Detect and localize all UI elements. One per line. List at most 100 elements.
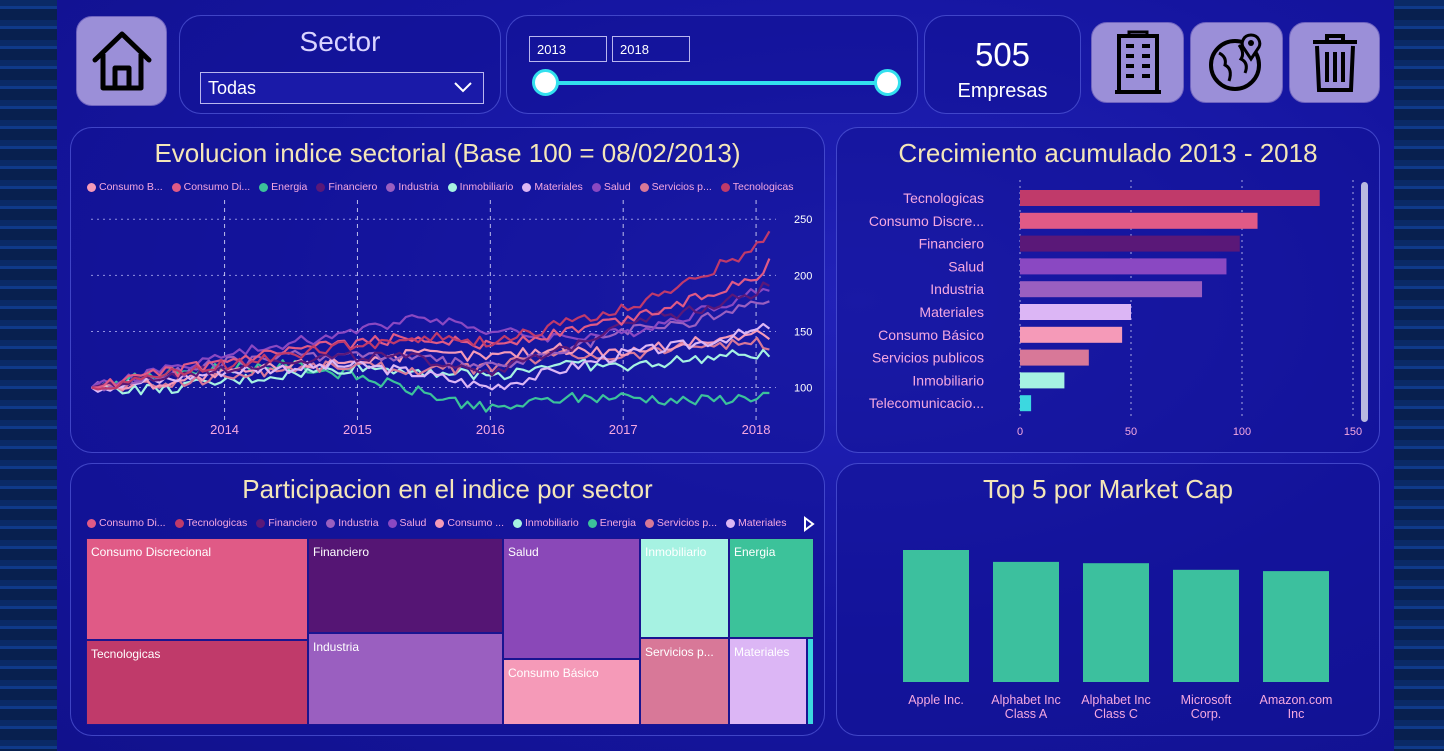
bar-inmobiliario[interactable]	[1020, 372, 1065, 389]
treemap-cell-telecomunicaciones[interactable]	[807, 638, 814, 725]
line-legend-item-materiales[interactable]: Materiales	[522, 181, 583, 193]
legend-label: Consumo B...	[99, 181, 163, 193]
legend-label: Consumo ...	[447, 517, 505, 529]
treemap-cell-inmobiliario[interactable]: Inmobiliario	[640, 538, 729, 638]
date-slider-start-handle[interactable]	[531, 69, 559, 96]
growth-bar-panel: Crecimiento acumulado 2013 - 2018 0 50 100…	[836, 127, 1380, 453]
line-legend-item-financiero[interactable]: Financiero	[316, 181, 377, 193]
market-cap-label: Microsoft Corp.	[1181, 693, 1232, 721]
treemap-cell-label: Servicios p...	[645, 645, 714, 659]
bar-chart-title: Crecimiento acumulado 2013 - 2018	[898, 138, 1318, 168]
bar-consumo-b-sico[interactable]	[1020, 326, 1123, 343]
x-tick-label: 50	[1125, 426, 1137, 438]
line-legend-item-energia[interactable]: Energia	[259, 181, 307, 193]
clear-filters-button[interactable]	[1289, 22, 1380, 103]
treemap-legend-item-consumo-di[interactable]: Consumo Di...	[87, 517, 166, 529]
treemap-cell-label: Financiero	[313, 545, 370, 559]
market-cap-bar-alphabet-inc-class-c[interactable]	[1083, 563, 1149, 682]
treemap-legend-item-consumo[interactable]: Consumo ...	[435, 517, 504, 529]
companies-label: Empresas	[957, 80, 1048, 102]
y-tick-label: 150	[794, 326, 812, 338]
treemap-cell-materiales[interactable]: Materiales	[729, 638, 807, 725]
line-legend-item-consumo-di[interactable]: Consumo Di...	[171, 181, 250, 193]
legend-dot-icon	[316, 182, 326, 192]
end-year-input[interactable]: 2018	[612, 36, 690, 62]
market-cap-bar-apple-inc[interactable]	[903, 550, 969, 682]
legend-dot-icon	[386, 182, 396, 192]
companies-count: 505	[974, 36, 1031, 73]
line-series-salud[interactable]	[91, 287, 770, 389]
bar-telecomunicacio[interactable]	[1020, 395, 1032, 412]
start-year-input[interactable]: 2013	[529, 36, 607, 62]
line-series-servicios-p[interactable]	[91, 336, 770, 392]
date-slider-end-handle[interactable]	[873, 69, 901, 96]
treemap-cell-energia[interactable]: Energia	[729, 538, 814, 638]
chevron-down-icon	[454, 82, 472, 93]
bar-tecnologicas[interactable]	[1020, 190, 1320, 206]
bar-materiales[interactable]	[1020, 304, 1131, 320]
treemap-title: Participacion en el indice por sector	[242, 474, 653, 504]
line-series-industria[interactable]	[90, 300, 770, 392]
legend-label: Energia	[271, 181, 308, 193]
treemap-legend-item-financiero[interactable]: Financiero	[256, 517, 317, 529]
building-button[interactable]	[1091, 22, 1184, 103]
line-legend-item-industria[interactable]: Industria	[386, 181, 439, 193]
bar-category-label: Salud	[948, 258, 984, 274]
bar-industria[interactable]	[1020, 281, 1203, 298]
bar-servicios-publicos[interactable]	[1020, 349, 1089, 366]
date-range-slicer: 2013 2018	[506, 15, 918, 114]
treemap-cell-consumo-discrecional[interactable]: Consumo Discrecional	[86, 538, 308, 640]
treemap-cell-salud[interactable]: Salud	[503, 538, 640, 659]
y-tick-label: 200	[794, 270, 812, 282]
legend-label: Materiales	[738, 517, 787, 529]
legend-label: Financiero	[328, 181, 378, 193]
treemap-cell-tecnologicas[interactable]: Tecnologicas	[86, 640, 308, 725]
line-legend-item-salud[interactable]: Salud	[591, 181, 631, 193]
market-cap-label: Alphabet Inc Class A	[991, 693, 1061, 721]
line-legend-item-consumo-b[interactable]: Consumo B...	[87, 181, 163, 193]
legend-next-icon[interactable]	[803, 516, 815, 532]
home-button[interactable]	[76, 16, 167, 106]
line-legend-item-tecnologicas[interactable]: Tecnologicas	[720, 181, 793, 193]
treemap-cell-consumo-b-sico[interactable]: Consumo Básico	[503, 659, 640, 725]
date-slider-track[interactable]	[545, 81, 887, 85]
treemap-legend-item-inmobiliario[interactable]: Inmobiliario	[513, 517, 579, 529]
treemap-legend-item-materiales[interactable]: Materiales	[726, 517, 786, 529]
x-tick-label: 2015	[343, 422, 372, 437]
legend-label: Energia	[599, 517, 636, 529]
line-series-inmobiliario[interactable]	[91, 348, 771, 396]
line-legend-item-inmobiliario[interactable]: Inmobiliario	[447, 181, 514, 193]
market-cap-bar-alphabet-inc-class-a[interactable]	[993, 561, 1059, 682]
bar-chart-scrollbar[interactable]	[1361, 182, 1368, 422]
legend-dot-icon	[387, 518, 397, 528]
treemap-cell-label: Inmobiliario	[645, 545, 707, 559]
legend-label: Inmobiliario	[459, 181, 514, 193]
line-legend-item-servicios-p[interactable]: Servicios p...	[639, 181, 712, 193]
market-cap-label: Alphabet Inc Class C	[1081, 693, 1151, 721]
legend-label: Financiero	[268, 517, 318, 529]
treemap-legend-item-tecnologicas[interactable]: Tecnologicas	[174, 517, 247, 529]
sector-index-line-panel: Evolucion indice sectorial (Base 100 = 0…	[70, 127, 825, 453]
globe-pin-icon	[1208, 32, 1261, 91]
bar-financiero[interactable]	[1020, 235, 1240, 252]
bar-category-label: Tecnologicas	[903, 190, 984, 206]
legend-dot-icon	[644, 518, 654, 528]
treemap-cell-industria[interactable]: Industria	[308, 633, 503, 725]
sector-dropdown[interactable]: Todas	[200, 72, 484, 104]
bar-salud[interactable]	[1020, 258, 1227, 275]
treemap-legend-item-energia[interactable]: Energia	[587, 517, 636, 529]
treemap-cell-servicios-p[interactable]: Servicios p...	[640, 638, 729, 725]
market-cap-bar-amazon-com-inc[interactable]	[1263, 571, 1329, 682]
treemap-legend-item-industria[interactable]: Industria	[326, 517, 379, 529]
treemap-cell-financiero[interactable]: Financiero	[308, 538, 503, 633]
market-cap-bar-microsoft-corp[interactable]	[1173, 569, 1239, 682]
treemap-cell-label: Salud	[508, 545, 539, 559]
bar-consumo-discre[interactable]	[1020, 212, 1258, 229]
line-series-materiales[interactable]	[91, 322, 771, 393]
treemap-legend-item-servicios-p[interactable]: Servicios p...	[644, 517, 717, 529]
treemap-legend-item-salud[interactable]: Salud	[387, 517, 426, 529]
map-button[interactable]	[1190, 22, 1283, 103]
line-series-consumo-b[interactable]	[91, 329, 771, 392]
line-series-tecnologicas[interactable]	[91, 230, 771, 391]
legend-label: Inmobiliario	[525, 517, 579, 529]
